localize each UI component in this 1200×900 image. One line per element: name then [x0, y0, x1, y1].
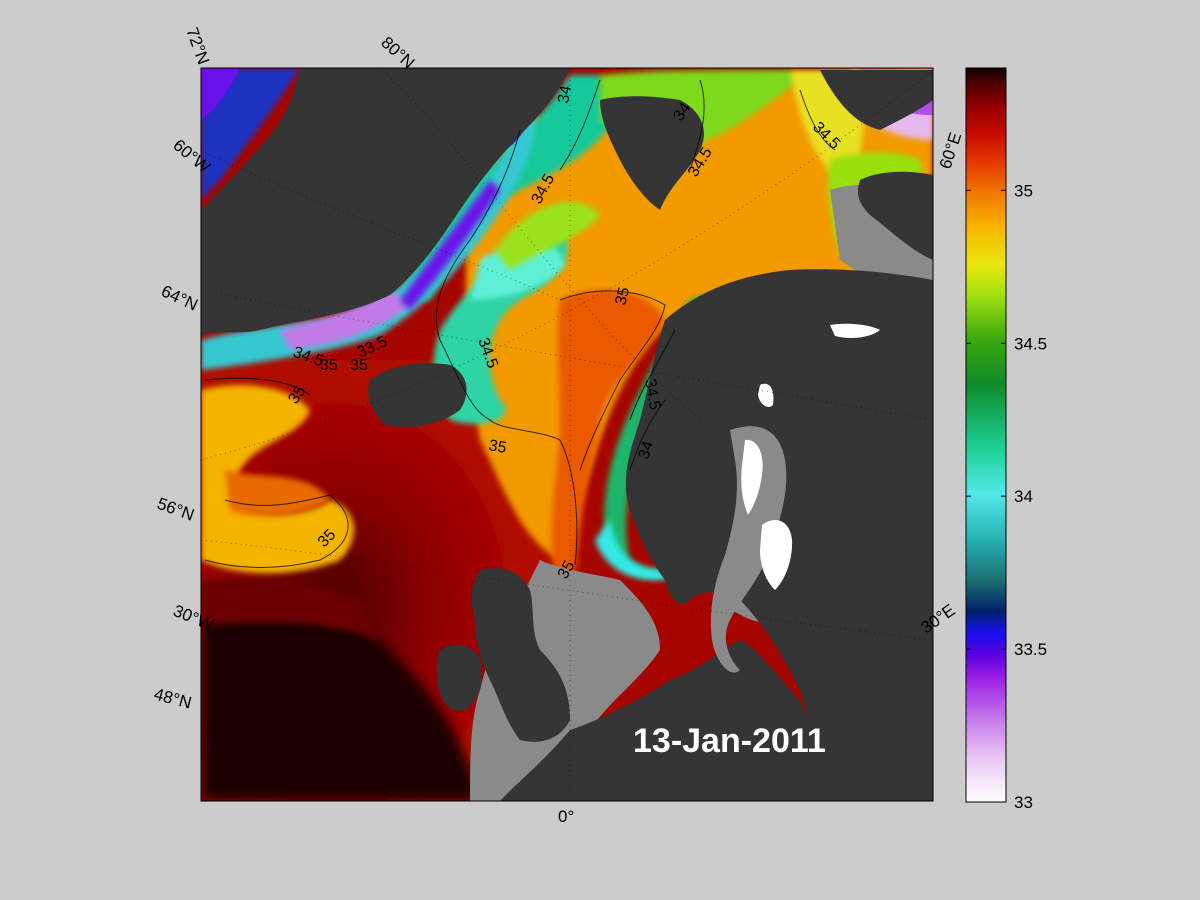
colorbar-tick-label: 33	[1014, 793, 1033, 812]
lon-label-0: 0°	[558, 807, 574, 826]
colorbar-tick-label: 34	[1014, 487, 1033, 506]
colorbar-scale	[965, 67, 1007, 803]
contour-label: 35	[555, 558, 579, 582]
colorbar-ticks: 35 34.5 34 33.5 33	[966, 181, 1047, 812]
lat-label-56: 56°N	[155, 494, 197, 525]
lon-label-60e: 60°E	[936, 130, 966, 171]
contour-label: 35	[350, 357, 368, 374]
contour-label: 34.5	[641, 378, 663, 412]
lat-label-64: 64°N	[158, 281, 200, 314]
lat-label-72: 72°N	[182, 25, 213, 67]
map-border	[200, 67, 934, 802]
colorbar-tick-label: 33.5	[1014, 640, 1047, 659]
contour-label: 35	[487, 437, 508, 457]
lat-label-80: 80°N	[377, 33, 418, 73]
colorbar-tick-label: 35	[1014, 181, 1033, 200]
contour-label: 35	[612, 285, 633, 307]
contour-label: 35	[320, 357, 338, 374]
map-panel	[201, 68, 933, 801]
colorbar-tick-label: 34.5	[1014, 334, 1047, 353]
contour-label: 34	[555, 84, 575, 105]
date-stamp: 13-Jan-2011	[633, 722, 826, 760]
graticule	[201, 68, 933, 801]
lat-label-48: 48°N	[152, 685, 194, 713]
contour-label: 34	[636, 439, 658, 461]
colorbar: 35 34.5 34 33.5 33	[965, 67, 1047, 812]
contour-lines	[204, 79, 836, 568]
